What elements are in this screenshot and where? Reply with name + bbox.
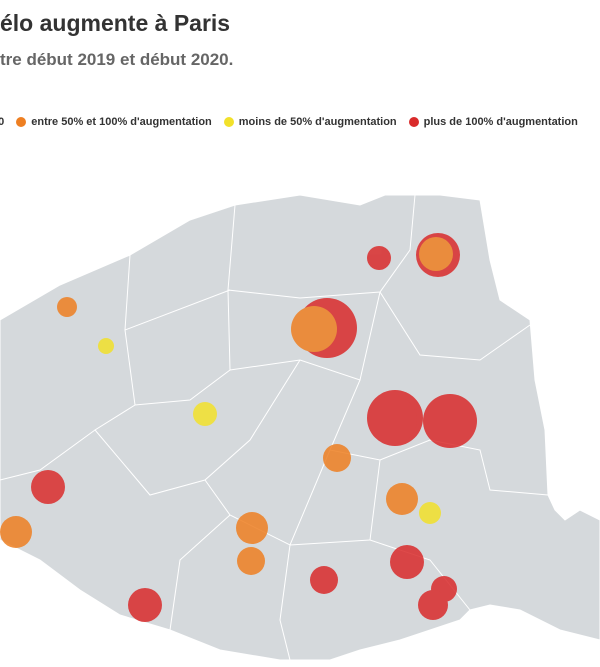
bubble [369,396,417,444]
bubble [423,394,477,448]
title: élo augmente à Paris [0,10,231,36]
bubble [390,545,424,579]
bubble [418,590,448,620]
bubble [419,237,453,271]
bubble [386,483,418,515]
legend-cut-label: 60 [0,116,5,128]
district-borders [0,194,549,661]
bubble [310,566,338,594]
legend-swatch [16,117,27,127]
subtitle: tre début 2019 et début 2020. [0,50,234,69]
legend-swatch [408,117,419,127]
paris-outline [0,194,600,661]
bubble [291,306,337,352]
bubble [236,512,268,544]
bubbles [0,233,477,622]
bubble [31,470,65,504]
legend-swatch [223,117,234,127]
legend-label: plus de 100% d'augmentation [423,116,578,128]
legend-label: moins de 50% d'augmentation [238,116,397,128]
legend-label: entre 50% et 100% d'augmentation [31,116,212,128]
bubble [57,297,77,317]
bubble [0,516,32,548]
bubble [237,547,265,575]
bubble [98,338,114,354]
bubble [367,246,391,270]
bubble [323,444,351,472]
bubble [193,402,217,426]
bubble [128,588,162,622]
legend: 60 entre 50% et 100% d'augmentation moin… [0,116,578,128]
bubble [419,502,441,524]
